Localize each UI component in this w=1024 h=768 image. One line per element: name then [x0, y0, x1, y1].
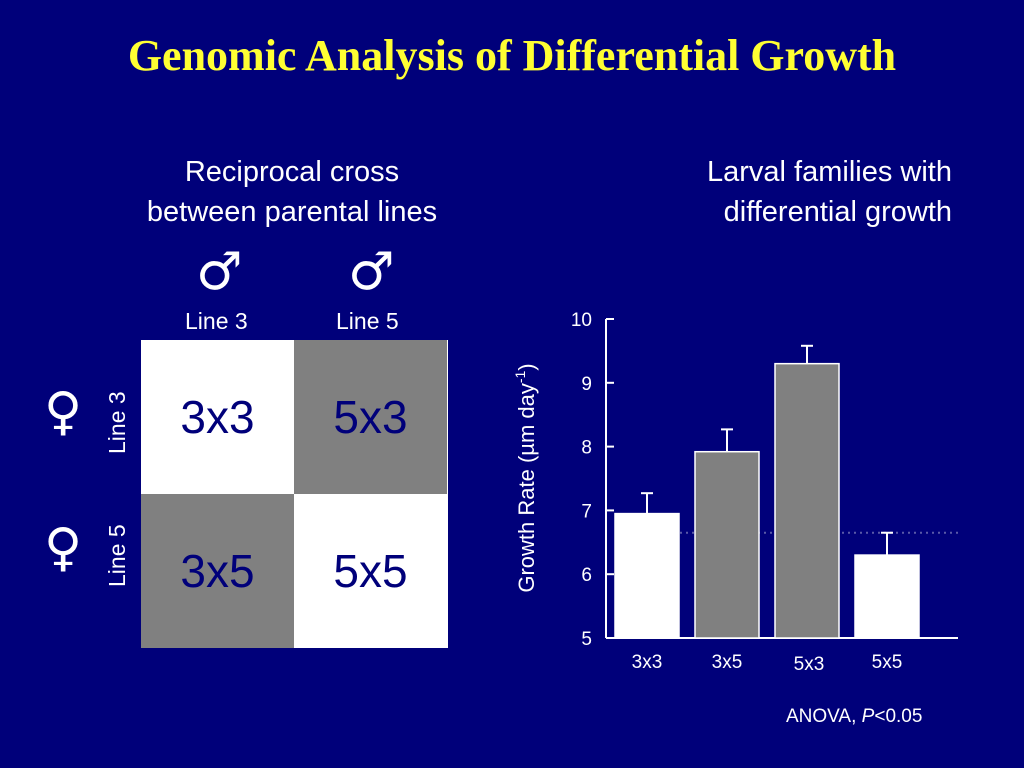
x-tick-label: 3x5: [712, 652, 743, 673]
col-label-line5: Line 5: [336, 308, 399, 334]
left-panel-subtitle: Reciprocal cross between parental lines: [92, 152, 492, 232]
bar-5x5: [854, 554, 920, 639]
right-subtitle-line2: differential growth: [723, 196, 952, 228]
bar-3x3: [614, 512, 680, 639]
cross-cell-3x5: 3x5: [141, 494, 294, 648]
left-subtitle-line1: Reciprocal cross: [184, 156, 400, 188]
col-label-line3: Line 3: [185, 308, 248, 334]
y-axis-label: Growth Rate (µm day-1): [512, 363, 539, 592]
y-tick-label: 9: [581, 374, 592, 395]
slide-title: Genomic Analysis of Differential Growth: [127, 31, 897, 80]
anova-footnote: ANOVA, P<0.05: [786, 706, 922, 728]
x-tick-label: 5x3: [794, 654, 825, 675]
y-axis-label-sup: -1: [512, 370, 528, 383]
left-subtitle-line2: between parental lines: [146, 196, 438, 228]
x-tick-label: 5x5: [872, 652, 903, 673]
male-symbol-icon: ♂: [196, 242, 243, 302]
cross-cell-3x3: 3x3: [141, 340, 294, 494]
bar-5x3: [774, 362, 840, 639]
y-tick-label: 5: [581, 629, 592, 650]
male-symbol-icon: ♂: [348, 242, 395, 302]
y-tick-label: 10: [571, 310, 592, 331]
cross-cell-5x3: 5x3: [294, 340, 447, 494]
female-symbol-icon: ♀: [44, 518, 83, 578]
anova-p: P: [861, 706, 875, 727]
anova-prefix: ANOVA,: [786, 706, 862, 727]
y-axis-label-text: Growth Rate (µm day: [514, 383, 539, 593]
anova-suffix: <0.05: [874, 706, 923, 727]
y-tick-label: 8: [581, 438, 592, 459]
bar-3x5: [694, 450, 760, 639]
right-panel-subtitle: Larval families with differential growth: [612, 152, 952, 232]
y-tick-label: 7: [581, 501, 592, 522]
cross-cell-5x5: 5x5: [294, 494, 447, 648]
y-axis-label-close: ): [514, 363, 539, 370]
cross-grid: 3x3 5x3 3x5 5x5: [141, 340, 448, 648]
x-tick-label: 3x3: [632, 652, 663, 673]
female-symbol-icon: ♀: [44, 382, 83, 442]
y-tick-label: 6: [581, 565, 592, 586]
right-subtitle-line1: Larval families with: [707, 156, 952, 188]
